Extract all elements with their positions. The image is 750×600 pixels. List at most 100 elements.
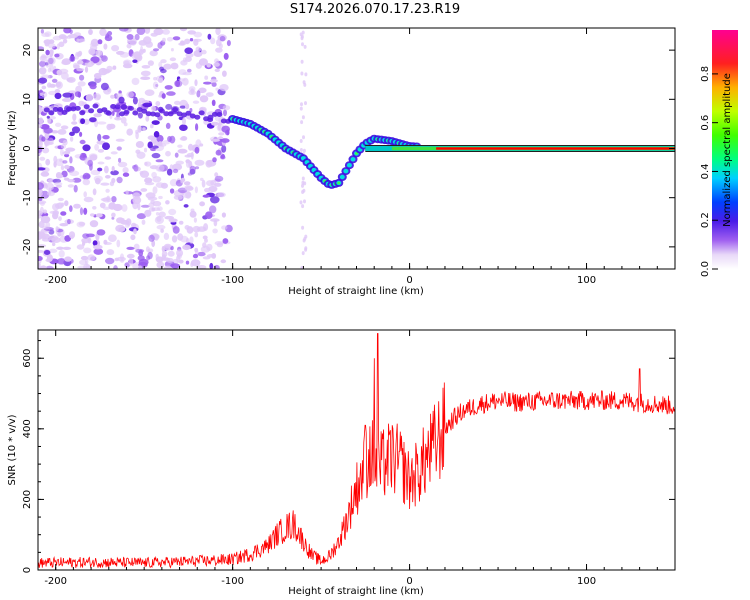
noise-blob	[150, 124, 154, 129]
noise-blob	[304, 234, 308, 239]
ridge-segment	[220, 118, 227, 124]
noise-blob	[41, 225, 50, 230]
noise-blob	[51, 130, 59, 134]
noise-blob	[69, 131, 75, 136]
snr-series-layer	[38, 333, 675, 569]
noise-blob	[151, 120, 160, 125]
noise-blob	[141, 65, 151, 69]
noise-blob	[133, 228, 137, 235]
noise-blob	[164, 85, 173, 90]
x-tick-label: -200	[44, 576, 67, 587]
noise-blob	[60, 211, 67, 216]
snr-x-ticks: -200 -100 0 100	[44, 330, 676, 587]
noise-blob	[210, 78, 218, 83]
noise-blob	[209, 205, 217, 214]
noise-blob	[41, 235, 47, 240]
noise-blob	[82, 144, 91, 152]
noise-blob	[46, 115, 50, 119]
noise-blob	[111, 177, 116, 184]
noise-blob	[77, 81, 86, 87]
noise-blob	[118, 157, 122, 163]
noise-blob	[82, 174, 86, 180]
noise-blob	[104, 35, 113, 42]
noise-blob	[210, 138, 220, 142]
noise-blob	[303, 199, 306, 204]
noise-blob	[172, 36, 181, 41]
noise-blob	[83, 207, 88, 215]
noise-blob	[59, 158, 63, 163]
ridge-segment	[101, 107, 108, 113]
noise-blob	[55, 122, 62, 128]
noise-blob	[138, 265, 143, 269]
noise-blob	[222, 238, 229, 244]
noise-blob	[64, 153, 70, 158]
noise-blob	[218, 132, 225, 136]
ridge-segment	[163, 111, 170, 117]
noise-blob	[56, 258, 66, 265]
noise-blob	[69, 29, 73, 35]
noise-blob	[170, 62, 179, 70]
x-tick-label: -100	[221, 576, 244, 587]
noise-blob	[304, 101, 307, 106]
noise-blob	[101, 69, 112, 74]
noise-blob	[45, 49, 50, 56]
noise-blob	[194, 186, 198, 194]
noise-blob	[147, 60, 154, 66]
noise-blob	[160, 68, 167, 74]
noise-blob	[101, 55, 108, 62]
noise-blob	[155, 182, 165, 189]
noise-blob	[175, 160, 184, 165]
noise-blob	[112, 203, 123, 212]
noise-blob	[76, 52, 82, 57]
noise-blob	[118, 96, 125, 104]
noise-blob	[204, 75, 209, 80]
noise-blob	[42, 209, 48, 214]
noise-blob	[194, 159, 205, 166]
ridge-segment	[132, 110, 139, 116]
noise-blob	[189, 236, 194, 244]
noise-blob	[177, 187, 188, 194]
noise-blob	[222, 70, 227, 77]
spectrogram-y-ticks: -20 -10 0 10 20	[22, 44, 675, 255]
noise-blob	[125, 218, 132, 226]
noise-blob	[122, 167, 129, 174]
noise-blob	[203, 81, 212, 85]
noise-blob	[92, 206, 97, 210]
noise-blob	[54, 92, 62, 100]
y-tick-label: 0	[22, 567, 33, 573]
noise-blob	[49, 39, 55, 44]
noise-blob	[210, 179, 217, 186]
noise-blob	[139, 170, 144, 175]
noise-blob	[90, 56, 100, 64]
noise-blob	[148, 234, 155, 242]
noise-blob	[89, 83, 97, 90]
noise-blob	[40, 124, 50, 130]
noise-blob	[178, 259, 184, 264]
noise-blob	[174, 100, 181, 105]
noise-blob	[116, 217, 125, 224]
noise-blob	[214, 172, 219, 178]
noise-blob	[217, 122, 222, 126]
noise-blob	[301, 115, 305, 120]
noise-blob	[147, 135, 156, 140]
y-tick-label: -20	[22, 239, 33, 255]
noise-blob	[144, 89, 155, 96]
noise-blob	[180, 177, 184, 184]
noise-blob	[161, 93, 166, 99]
noise-blob	[177, 148, 188, 154]
noise-blob	[39, 92, 43, 97]
noise-blob	[198, 87, 207, 94]
noise-blob	[83, 59, 90, 63]
noise-blob	[57, 129, 67, 135]
noise-blob	[177, 144, 183, 148]
noise-blob	[170, 48, 174, 52]
noise-blob	[174, 80, 183, 88]
noise-blob	[226, 40, 231, 47]
noise-blob	[164, 243, 172, 249]
noise-blob	[38, 134, 44, 143]
noise-blob	[223, 109, 227, 117]
noise-blob	[38, 123, 43, 129]
noise-blob	[99, 202, 106, 209]
noise-blob	[64, 256, 72, 262]
noise-blob	[220, 259, 227, 264]
